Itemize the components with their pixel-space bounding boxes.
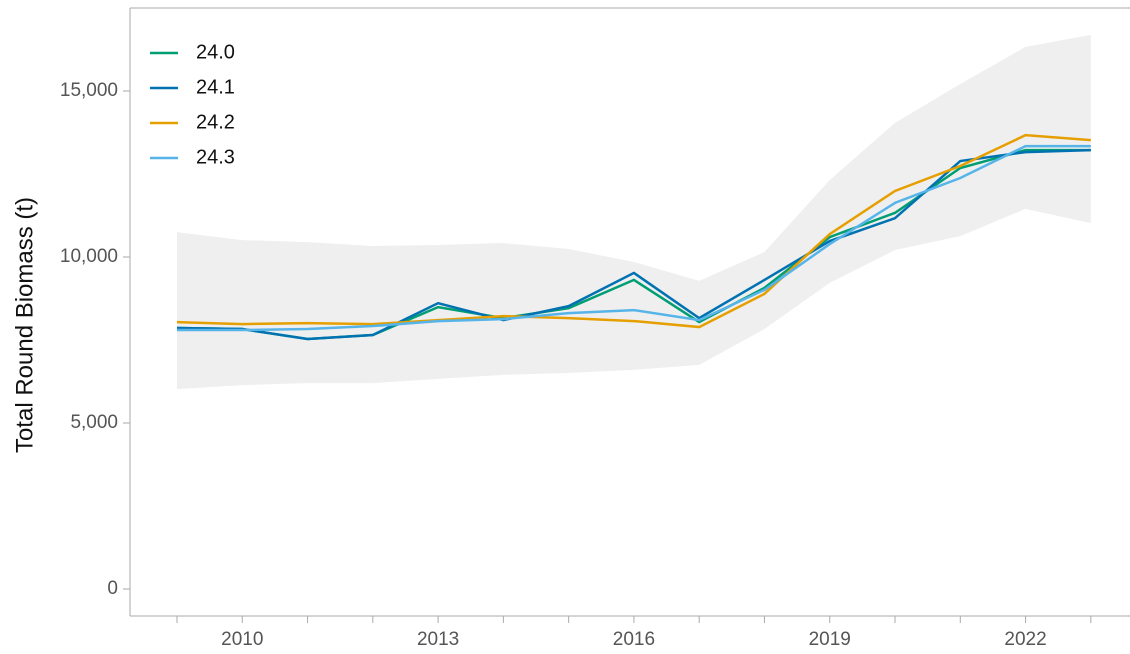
x-tick-label: 2010 — [221, 629, 263, 650]
x-tick-label: 2022 — [1004, 629, 1046, 650]
x-tick-label: 2019 — [809, 629, 851, 650]
y-tick-label: 5,000 — [70, 412, 118, 433]
legend-label: 24.3 — [196, 146, 235, 168]
y-axis-label: Total Round Biomass (t) — [11, 197, 38, 453]
x-tick-label: 2016 — [613, 629, 655, 650]
series-line — [176, 148, 1091, 341]
legend-label: 24.2 — [196, 111, 235, 133]
y-tick-label: 15,000 — [60, 80, 118, 101]
uncertainty-band — [176, 34, 1091, 390]
series-line — [176, 144, 1091, 332]
series-line — [176, 133, 1091, 329]
y-tick-label: 0 — [107, 578, 118, 599]
x-tick-label: 2013 — [417, 629, 459, 650]
legend-label: 24.1 — [196, 76, 235, 98]
y-tick-label: 10,000 — [60, 246, 118, 267]
legend-label: 24.0 — [196, 41, 235, 63]
